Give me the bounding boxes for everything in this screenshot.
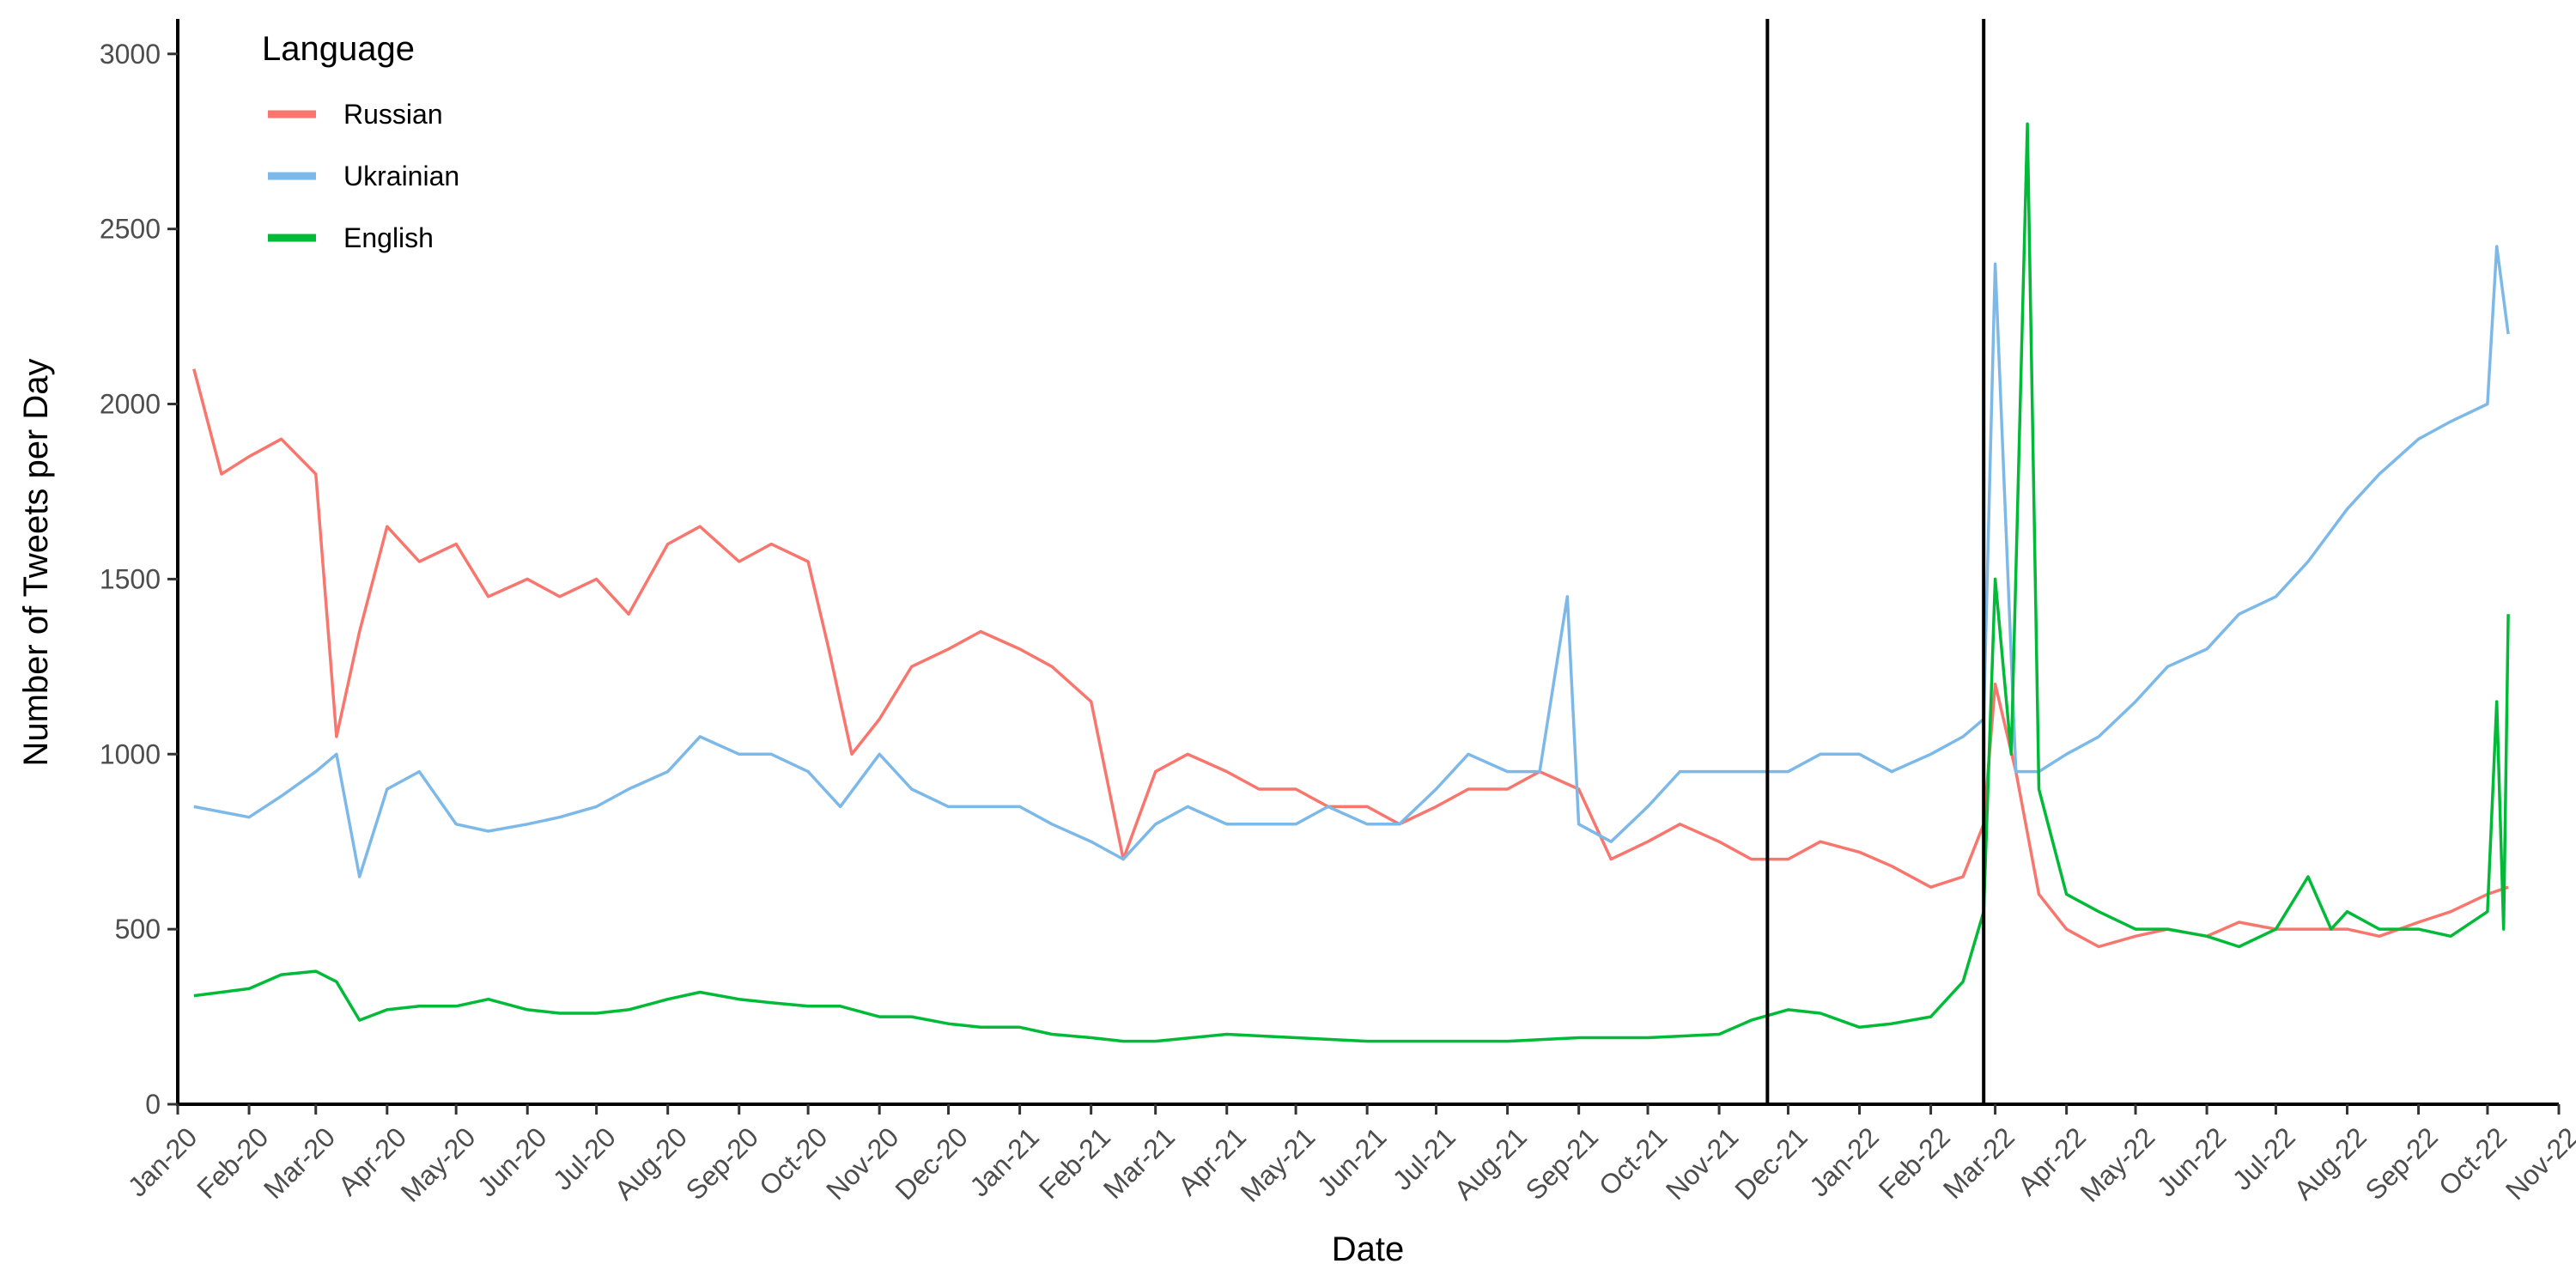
x-tick-label: Jun-21	[1311, 1121, 1393, 1203]
x-tick-label: Nov-20	[820, 1121, 904, 1206]
y-tick-label: 1000	[100, 738, 161, 769]
x-tick-label: Jan-20	[122, 1121, 204, 1203]
x-tick-label: Feb-20	[191, 1121, 274, 1205]
series-line-russian	[192, 368, 2509, 949]
x-tick-label: Mar-21	[1097, 1121, 1181, 1205]
x-tick-label: Oct-21	[1593, 1121, 1673, 1201]
x-tick-label: Sep-21	[1520, 1121, 1604, 1206]
x-tick-label: Jun-20	[471, 1121, 553, 1203]
x-tick-label: Nov-21	[1660, 1121, 1744, 1206]
x-tick-label: Aug-21	[1449, 1121, 1533, 1206]
x-tick-label: Dec-21	[1728, 1121, 1813, 1206]
legend-items: Russian Ukrainian English	[268, 99, 459, 253]
x-tick-label: Nov-22	[2500, 1121, 2576, 1206]
x-tick-label: Feb-22	[1873, 1121, 1956, 1205]
x-tick-label: May-22	[2074, 1121, 2160, 1208]
x-tick-label: Oct-22	[2433, 1121, 2512, 1201]
x-tick-label: Mar-22	[1937, 1121, 2020, 1205]
legend-title: Language	[262, 30, 415, 68]
vline-layer	[1765, 19, 1986, 1104]
legend-label-ukrainian: Ukrainian	[343, 161, 459, 191]
y-tick-label: 2000	[100, 389, 161, 420]
x-tick-label: Mar-20	[258, 1121, 341, 1205]
x-tick-label: Jun-22	[2151, 1121, 2233, 1203]
series-layer	[192, 122, 2510, 1043]
x-tick-label: Oct-20	[753, 1121, 833, 1201]
legend: Language Russian Ukrainian English	[262, 30, 459, 253]
x-tick-label: May-21	[1235, 1121, 1321, 1208]
x-tick-label: Aug-22	[2287, 1121, 2372, 1206]
x-ticks: Jan-20Feb-20Mar-20Apr-20May-20Jun-20Jul-…	[122, 1104, 2576, 1208]
x-tick-label: Aug-20	[609, 1121, 693, 1206]
series-line-ukrainian	[193, 245, 2510, 878]
x-tick-label: Feb-21	[1033, 1121, 1116, 1205]
y-tick-label: 0	[145, 1089, 161, 1120]
legend-label-english: English	[343, 222, 434, 253]
axes-layer	[176, 19, 2559, 1106]
x-tick-label: Jan-21	[963, 1121, 1045, 1203]
y-axis-title: Number of Tweets per Day	[17, 358, 55, 766]
x-tick-label: Dec-20	[889, 1121, 973, 1206]
x-tick-label: Jan-22	[1803, 1121, 1885, 1203]
x-tick-label: Sep-20	[680, 1121, 764, 1206]
x-tick-label: Sep-22	[2360, 1121, 2444, 1206]
x-tick-label: May-20	[395, 1121, 482, 1208]
y-ticks: 0 500 1000 1500 2000 2500 3000	[100, 39, 178, 1120]
y-tick-label: 3000	[100, 39, 161, 70]
y-tick-label: 1500	[100, 563, 161, 594]
y-tick-label: 500	[115, 914, 161, 945]
y-tick-label: 2500	[100, 214, 161, 245]
series-line-english	[193, 122, 2510, 1043]
x-axis-title: Date	[1332, 1230, 1405, 1268]
legend-label-russian: Russian	[343, 99, 443, 130]
